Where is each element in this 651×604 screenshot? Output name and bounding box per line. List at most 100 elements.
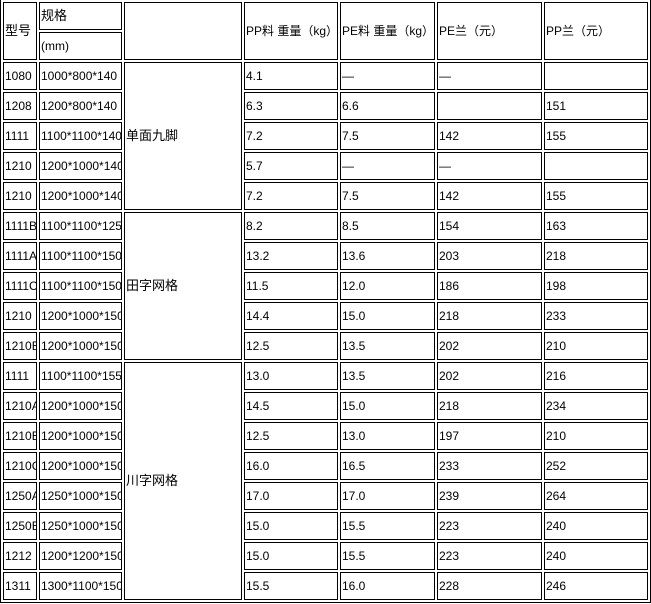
cell-pe-weight: — <box>340 62 435 90</box>
cell-pe-price: 218 <box>437 302 542 330</box>
cell-pp-weight: 13.2 <box>244 242 338 270</box>
cell-spec: 1250*1000*150 <box>39 512 122 540</box>
cell-pe-price: 142 <box>437 122 542 150</box>
cell-model: 1250B <box>3 512 37 540</box>
header-pp-price: PP兰（元） <box>544 2 648 60</box>
cell-spec: 1200*1000*140 <box>39 182 122 210</box>
cell-pp-weight: 12.5 <box>244 332 338 360</box>
cell-pe-weight: 7.5 <box>340 122 435 150</box>
cell-pp-weight: 17.0 <box>244 482 338 510</box>
cell-pe-price: 154 <box>437 212 542 240</box>
cell-pp-weight: 7.2 <box>244 122 338 150</box>
cell-model: 1111C <box>3 272 37 300</box>
cell-pp-price: 151 <box>544 92 648 120</box>
header-row-unit: (mm) <box>3 32 648 60</box>
cell-spec: 1250*1000*150 <box>39 482 122 510</box>
cell-model: 1210B <box>3 422 37 450</box>
cell-pe-weight: 15.5 <box>340 512 435 540</box>
cell-pe-weight: 13.0 <box>340 422 435 450</box>
cell-spec: 1300*1100*150 <box>39 572 122 600</box>
cell-model: 1111 <box>3 122 37 150</box>
cell-pe-price: 239 <box>437 482 542 510</box>
table-row: 1111A 1100*1100*150 13.2 13.6 203 218 <box>3 242 648 270</box>
table-row: 1080 1000*800*140 单面九脚 4.1— — <box>3 62 648 210</box>
cell-model: 1111A <box>3 242 37 270</box>
cell-pp-weight: 15.5 <box>244 572 338 600</box>
cell-pe-weight: 13.5 <box>340 362 435 390</box>
table-row: 1210 1200*1000*140 5.7— — <box>3 152 648 180</box>
cell-pp-weight: 16.0 <box>244 452 338 480</box>
cell-pe-weight: 8.5 <box>340 212 435 240</box>
cell-pe-price: 233 <box>437 452 542 480</box>
cell-pe-price: 202 <box>437 362 542 390</box>
cell-pe-price: — <box>437 152 542 180</box>
cell-pe-price: 218 <box>437 392 542 420</box>
header-row: 型号 规格 PP料 重量（kg） PE料 重量（kg） PE兰（元） PP兰（元… <box>3 2 648 60</box>
cell-pp-weight: 15.0 <box>244 542 338 570</box>
cell-pp-price: 218 <box>544 242 648 270</box>
cell-pe-price: — <box>437 62 542 90</box>
cell-pp-weight: 12.5 <box>244 422 338 450</box>
table-row: 1210B 1200*1000*150 12.5 13.0 197 210 <box>3 422 648 450</box>
cell-pp-price: 163 <box>544 212 648 240</box>
cell-spec: 1200*1000*150 <box>39 332 122 360</box>
cell-pp-weight: 11.5 <box>244 272 338 300</box>
table-row: 1210 1200*1000*140 7.2 7.5 142 155 <box>3 182 648 210</box>
cell-spec: 1200*1000*140 <box>39 152 122 180</box>
cell-model: 1210A <box>3 392 37 420</box>
table-row: 1208 1200*800*140 6.3 6.6 151 <box>3 92 648 120</box>
cell-spec: 1100*1100*125 <box>39 212 122 240</box>
table-row: 1210C 1200*1000*150 16.0 16.5 233 252 <box>3 452 648 480</box>
table-row: 1210B 1200*1000*150 12.5 13.5 202 210 <box>3 332 648 360</box>
cell-pp-price: 155 <box>544 182 648 210</box>
table-row: 1210A 1200*1000*150 14.5 15.0 218 234 <box>3 392 648 420</box>
cell-model: 1111B <box>3 212 37 240</box>
cell-pe-weight: 13.5 <box>340 332 435 360</box>
cell-pp-price <box>544 152 648 180</box>
cell-pp-price: 233 <box>544 302 648 330</box>
cell-type-group: 川字网格 <box>124 362 242 600</box>
table-row: 1250B 1250*1000*150 15.0 15.5 223 240 <box>3 512 648 540</box>
table-row: 1210 1200*1000*150 14.4 15.0 218 233 <box>3 302 648 330</box>
table-row: 1311 1300*1100*150 15.5 16.0 228 246 <box>3 572 648 600</box>
cell-spec: 1200*1200*150 <box>39 542 122 570</box>
cell-type-group: 单面九脚 <box>124 62 242 210</box>
cell-model: 1111 <box>3 362 37 390</box>
header-spec-unit: (mm) <box>39 32 122 60</box>
cell-pp-price: 216 <box>544 362 648 390</box>
cell-model: 1210B <box>3 332 37 360</box>
cell-pe-weight: 15.0 <box>340 302 435 330</box>
table-body: 型号 规格 PP料 重量（kg） PE料 重量（kg） PE兰（元） PP兰（元… <box>3 2 648 600</box>
cell-pp-weight: 5.7 <box>244 152 338 180</box>
cell-pp-weight: 4.1 <box>244 62 338 90</box>
table-row: 1111B 1100*1100*125 田字网格 8.2 8.5 154 163 <box>3 212 648 360</box>
cell-pp-price: 155 <box>544 122 648 150</box>
cell-pp-price: 210 <box>544 332 648 360</box>
cell-model: 1210 <box>3 302 37 330</box>
table-row: 1212 1200*1200*150 15.0 15.5 223 240 <box>3 542 648 570</box>
cell-pp-weight: 15.0 <box>244 512 338 540</box>
cell-pp-weight: 8.2 <box>244 212 338 240</box>
cell-model: 1210 <box>3 182 37 210</box>
cell-spec: 1200*800*140 <box>39 92 122 120</box>
cell-model: 1208 <box>3 92 37 120</box>
cell-pp-price: 240 <box>544 512 648 540</box>
cell-pp-price: 240 <box>544 542 648 570</box>
cell-model: 1080 <box>3 62 37 90</box>
cell-spec: 1100*1100*140 <box>39 122 122 150</box>
header-pe-price: PE兰（元） <box>437 2 542 60</box>
cell-model: 1250A <box>3 482 37 510</box>
cell-spec: 1200*1000*150 <box>39 452 122 480</box>
cell-pe-weight: 15.0 <box>340 392 435 420</box>
table-row: 1111C 1100*1100*150 11.5 12.0 186 198 <box>3 272 648 300</box>
cell-spec: 1200*1000*150 <box>39 392 122 420</box>
cell-pp-price <box>544 62 648 90</box>
cell-model: 1311 <box>3 572 37 600</box>
cell-spec: 1100*1100*155 <box>39 362 122 390</box>
cell-spec: 1100*1100*150 <box>39 272 122 300</box>
cell-spec: 1200*1000*150 <box>39 302 122 330</box>
cell-pe-weight: 17.0 <box>340 482 435 510</box>
header-type <box>124 2 242 60</box>
cell-model: 1210 <box>3 152 37 180</box>
